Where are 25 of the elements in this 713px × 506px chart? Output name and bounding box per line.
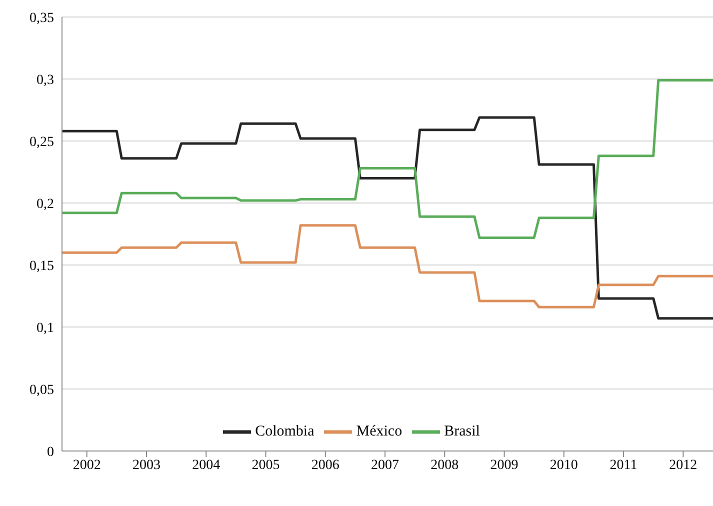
x-tick-label: 2004 (192, 458, 220, 473)
line-series (62, 224, 713, 308)
y-tick-label: 0,2 (36, 196, 54, 212)
legend-label: México (356, 423, 402, 440)
x-tick-label: 2008 (430, 458, 459, 473)
x-tick-label: 2003 (132, 458, 160, 473)
y-tick-label: 0,35 (30, 10, 54, 26)
x-tick-label: 2011 (610, 458, 638, 473)
x-tick-label: 2012 (669, 458, 698, 473)
x-tick-label: 2002 (72, 458, 101, 473)
y-tick-label: 0,25 (30, 134, 54, 150)
x-tick-label: 2007 (371, 458, 400, 473)
y-tick-label: 0,05 (30, 382, 54, 398)
legend-label: Colombia (255, 423, 314, 440)
y-tick-label: 0,15 (30, 258, 54, 274)
y-tick-label: 0,3 (36, 72, 54, 88)
x-tick-label: 2006 (311, 458, 340, 473)
line-series (62, 78, 713, 239)
line-series (62, 116, 713, 320)
y-tick-label: 0,1 (36, 320, 54, 336)
y-tick-label: 0 (47, 444, 54, 460)
legend-label: Brasil (444, 423, 480, 440)
x-tick-label: 2009 (490, 458, 518, 473)
x-tick-label: 2010 (550, 458, 578, 473)
x-tick-label: 2005 (252, 458, 280, 473)
